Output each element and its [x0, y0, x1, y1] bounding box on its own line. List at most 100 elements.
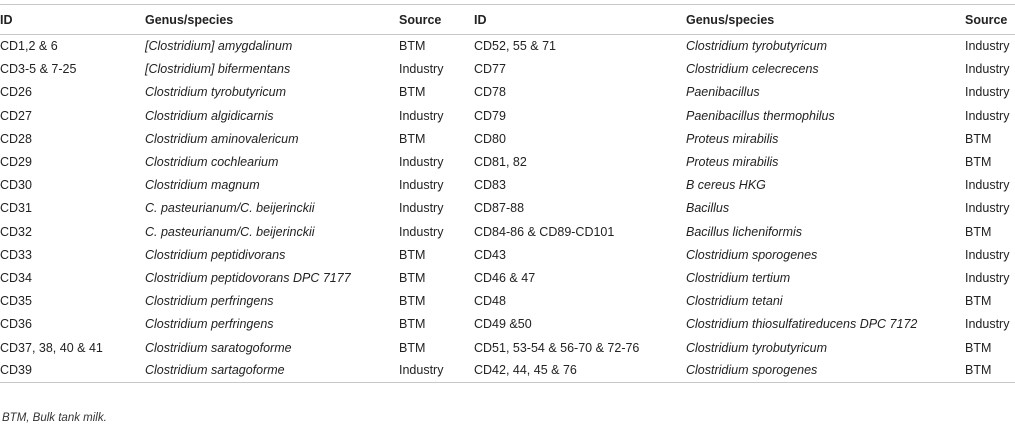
cell-source-left: Industry [399, 108, 444, 123]
cell-species-left: Clostridium peptidovorans DPC 7177 [145, 270, 351, 285]
cell-id-left: CD37, 38, 40 & 41 [0, 340, 103, 355]
cell-species-right: Clostridium thiosulfatireducens DPC 7172 [686, 317, 918, 332]
cell-source-left: Industry [399, 62, 444, 77]
cell-id-right: CD78 [474, 85, 506, 100]
table-row: CD26 Clostridium tyrobutyricum BTM CD78 Paen… [0, 81, 1015, 104]
cell-source-left: Industry [399, 178, 444, 193]
cell-source-left: BTM [399, 317, 426, 332]
cell-species-left: C. pasteurianum/C. beijerinckii [145, 201, 315, 216]
cell-species-right: Clostridium celecrecens [686, 62, 819, 77]
cell-source-left: BTM [399, 340, 426, 355]
cell-id-left: CD28 [0, 131, 32, 146]
cell-id-left: CD31 [0, 201, 32, 216]
cell-species-left: Clostridium perfringens [145, 294, 274, 309]
table-row: CD33 Clostridium peptidivorans BTM CD43 Clos… [0, 243, 1015, 266]
table-row: CD31 C. pasteurianum/C. beijerinckii Indus… [0, 197, 1015, 220]
cell-id-left: CD27 [0, 108, 32, 123]
table-row: CD1,2 & 6 [Clostridium] amygdalinum BTM CD5… [0, 35, 1015, 58]
cell-species-right: Paenibacillus thermophilus [686, 108, 835, 123]
header-row: ID Genus/species Source ID Genus/species… [0, 4, 1015, 35]
cell-species-right: Bacillus licheniformis [686, 224, 803, 239]
cell-species-left: C. pasteurianum/C. beijerinckii [145, 224, 315, 239]
cell-id-left: CD39 [0, 359, 145, 383]
cell-id-right: CD80 [474, 131, 506, 146]
table-row: CD3-5 & 7-25 [Clostridium] bifermentans In… [0, 58, 1015, 81]
cell-source-right: Industry [965, 62, 1010, 77]
cell-id-left: CD35 [0, 294, 32, 309]
cell-source-right: Industry [965, 317, 1010, 332]
cell-species-left: Clostridium saratogoforme [145, 340, 292, 355]
cell-source-left: Industry [399, 201, 444, 216]
cell-id-right: CD84-86 & CD89-CD101 [474, 224, 615, 239]
header-id-left: ID [0, 4, 145, 35]
cell-species-right: Bacillus [686, 201, 730, 216]
cell-id-left: CD32 [0, 224, 32, 239]
cell-id-right: CD43 [474, 247, 506, 262]
cell-id-left: CD1,2 & 6 [0, 39, 58, 54]
cell-source-right: BTM [965, 294, 992, 309]
cell-id-left: CD33 [0, 247, 32, 262]
table-body: CD1,2 & 6 [Clostridium] amygdalinum BTM CD5… [0, 35, 1015, 383]
cell-species-right: B cereus HKG [686, 178, 766, 193]
cell-id-right: CD87-88 [474, 201, 525, 216]
isolates-table: ID Genus/species Source ID Genus/species… [0, 4, 1015, 383]
cell-id-right: CD49 &50 [474, 317, 532, 332]
cell-id-right: CD51, 53-54 & 56-70 & 72-76 [474, 340, 640, 355]
cell-id-right: CD42, 44, 45 & 76 [474, 359, 686, 383]
table-footnote: BTM, Bulk tank milk. [2, 412, 107, 424]
header-species-left: Genus/species [145, 4, 399, 35]
cell-source-right: Industry [965, 247, 1010, 262]
cell-source-right: BTM [965, 359, 1015, 383]
table-row: CD35 Clostridium perfringens BTM CD48 Clostr… [0, 290, 1015, 313]
cell-source-left: BTM [399, 131, 426, 146]
header-species-right: Genus/species [686, 4, 965, 35]
cell-species-right: Proteus mirabilis [686, 155, 779, 170]
cell-species-right: Proteus mirabilis [686, 131, 779, 146]
cell-source-right: BTM [965, 155, 992, 170]
cell-id-left: CD34 [0, 270, 32, 285]
cell-id-right: CD52, 55 & 71 [474, 39, 556, 54]
cell-id-left: CD29 [0, 155, 32, 170]
header-source-right: Source [965, 4, 1015, 35]
cell-id-left: CD30 [0, 178, 32, 193]
cell-source-left: BTM [399, 270, 426, 285]
cell-species-left: [Clostridium] bifermentans [145, 62, 291, 77]
cell-id-right: CD48 [474, 294, 506, 309]
table-row: CD39 Clostridium sartagoforme Industry CD42… [0, 359, 1015, 383]
cell-source-left: BTM [399, 39, 426, 54]
cell-species-left: Clostridium magnum [145, 178, 260, 193]
cell-species-left: Clostridium peptidivorans [145, 247, 286, 262]
cell-source-left: Industry [399, 359, 474, 383]
cell-id-left: CD36 [0, 317, 32, 332]
cell-source-left: BTM [399, 294, 426, 309]
header-source-left: Source [399, 4, 474, 35]
cell-source-left: Industry [399, 155, 444, 170]
cell-source-right: BTM [965, 131, 992, 146]
cell-species-left: Clostridium aminovalericum [145, 131, 299, 146]
cell-species-left: Clostridium perfringens [145, 317, 274, 332]
cell-id-left: CD26 [0, 85, 32, 100]
table-row: CD34 Clostridium peptidovorans DPC 7177 BT… [0, 266, 1015, 289]
cell-species-left: Clostridium tyrobutyricum [145, 85, 287, 100]
cell-id-right: CD46 & 47 [474, 270, 536, 285]
table-row: CD28 Clostridium aminovalericum BTM CD80 Pro… [0, 127, 1015, 150]
cell-species-right: Clostridium sporogenes [686, 359, 965, 383]
cell-source-right: BTM [965, 224, 992, 239]
cell-source-left: Industry [399, 224, 444, 239]
cell-species-right: Clostridium tyrobutyricum [686, 340, 828, 355]
table-row: CD32 C. pasteurianum/C. beijerinckii Indus… [0, 220, 1015, 243]
cell-species-left: Clostridium cochlearium [145, 155, 279, 170]
cell-species-right: Clostridium tetani [686, 294, 783, 309]
table-row: CD30 Clostridium magnum Industry CD83 B cere… [0, 174, 1015, 197]
cell-source-right: Industry [965, 178, 1010, 193]
cell-id-left: CD3-5 & 7-25 [0, 62, 77, 77]
table-row: CD36 Clostridium perfringens BTM CD49 &50 Cl… [0, 313, 1015, 336]
header-id-right: ID [474, 4, 686, 35]
cell-species-right: Clostridium sporogenes [686, 247, 818, 262]
cell-source-left: BTM [399, 247, 426, 262]
cell-species-right: Clostridium tyrobutyricum [686, 39, 828, 54]
table-row: CD27 Clostridium algidicarnis Industry CD79… [0, 104, 1015, 127]
table-row: CD29 Clostridium cochlearium Industry CD81,… [0, 150, 1015, 173]
cell-source-left: BTM [399, 85, 426, 100]
